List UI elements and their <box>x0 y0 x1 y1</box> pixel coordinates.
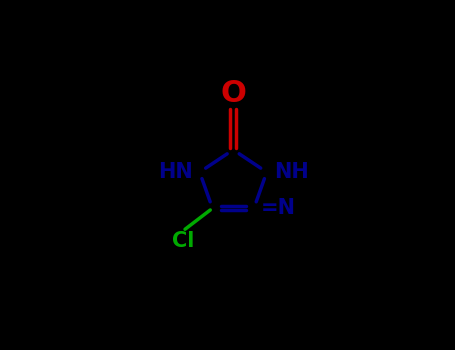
Text: NH: NH <box>274 162 308 182</box>
Text: O: O <box>220 79 246 108</box>
Text: Cl: Cl <box>172 231 194 251</box>
Text: HN: HN <box>158 162 192 182</box>
Text: =N: =N <box>261 198 296 218</box>
